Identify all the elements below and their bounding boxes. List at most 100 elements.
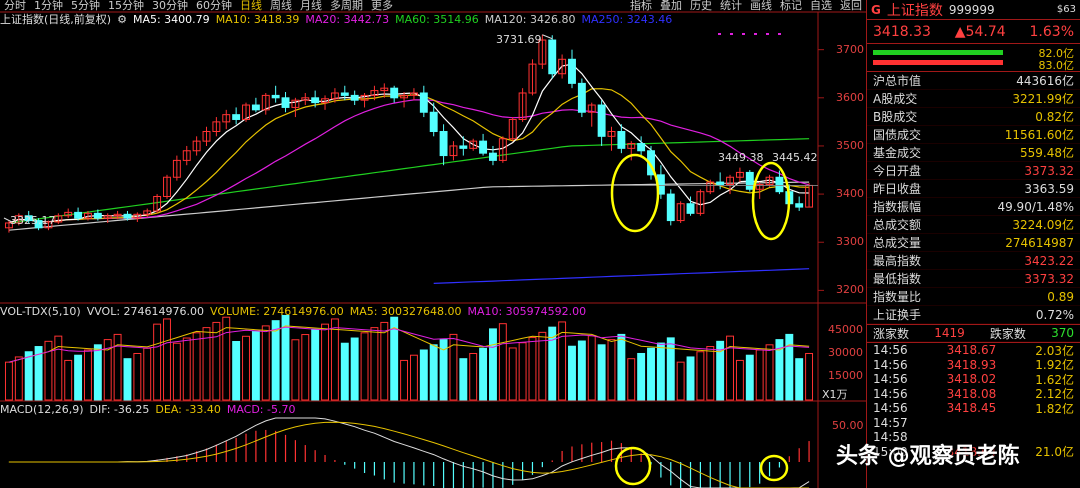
period-tab[interactable]: 日线: [240, 0, 262, 12]
period-tab[interactable]: 15分钟: [108, 0, 144, 12]
settings-icon[interactable]: ⚙: [117, 13, 127, 26]
toolbar-action[interactable]: 画线: [750, 0, 772, 12]
main-legend-title: 上证指数(日线,前复权): [0, 13, 112, 26]
period-tab[interactable]: 周线: [270, 0, 292, 12]
tick-time: 15:00: [873, 444, 908, 459]
ma10-line: [8, 88, 810, 224]
volume-bar: [449, 333, 458, 401]
candle-body: [93, 212, 102, 219]
ma250-line: [433, 268, 810, 284]
tick-time: 14:56: [873, 372, 908, 387]
vol-ma10-label: MA10: 305974592.00: [467, 305, 587, 318]
stat-row: 上证换手 0.72%: [867, 306, 1080, 324]
candle-body: [251, 104, 260, 111]
ma60-line: [8, 138, 810, 224]
candle-body: [330, 92, 339, 100]
volume-bar: [637, 352, 646, 401]
volume-bar: [242, 335, 250, 401]
volume-bar: [429, 344, 438, 401]
volume-bar: [647, 347, 655, 401]
buy-sell-bars: 82.0亿 83.0亿: [867, 44, 1080, 72]
candle-body: [261, 94, 270, 111]
candle-body: [103, 215, 112, 219]
candlestick-chart[interactable]: [0, 0, 866, 488]
candle-body: [281, 97, 290, 108]
period-tab[interactable]: 1分钟: [34, 0, 63, 12]
candle-body: [706, 181, 715, 193]
candle-body: [153, 195, 162, 212]
candle-body: [617, 131, 626, 149]
ma20-line: [8, 99, 810, 224]
candle-body: [113, 213, 122, 217]
mid-annotation-1: 3449.38: [718, 151, 764, 164]
candle-body: [558, 58, 567, 75]
period-tab[interactable]: 月线: [300, 0, 322, 12]
volume-bar: [34, 346, 43, 401]
period-tab[interactable]: 分时: [4, 0, 26, 12]
period-tab[interactable]: 30分钟: [152, 0, 188, 12]
stat-row: 沪总市值 443616亿: [867, 72, 1080, 90]
ma120-label: MA120: 3426.80: [484, 13, 576, 26]
stat-label: 指数量比: [873, 290, 922, 304]
volume-tick: 30000: [828, 346, 863, 359]
period-tab[interactable]: 60分钟: [196, 0, 232, 12]
volume-bar: [577, 340, 586, 401]
tick-list[interactable]: 14:56 3418.67 2.03亿 14:56 3418.93 1.92亿 14:56 3…: [867, 342, 1080, 459]
volume-bar: [54, 335, 63, 401]
toolbar-action[interactable]: 统计: [720, 0, 742, 12]
candle-body: [607, 131, 616, 137]
candle-body: [429, 111, 438, 133]
period-tab[interactable]: 5分钟: [71, 0, 100, 12]
candle-body: [538, 39, 547, 65]
price-tick: 3400: [836, 187, 864, 201]
volume-bar: [133, 352, 142, 401]
volume-tick: 15000: [828, 369, 863, 382]
volume-bar: [390, 316, 399, 401]
stat-value: 274614987: [1005, 235, 1074, 250]
toolbar-action[interactable]: 自选: [810, 0, 832, 12]
tick-pct: 1.62亿: [1035, 372, 1074, 387]
candle-body: [765, 176, 774, 185]
period-tab[interactable]: 更多: [371, 0, 393, 12]
toolbar-action[interactable]: 标记: [780, 0, 802, 12]
candle-body: [587, 104, 596, 113]
tick-row: 15:00 3418.64 21.0亿: [867, 445, 1080, 460]
vol-ma5-line: [8, 325, 810, 363]
toolbar-action[interactable]: 历史: [690, 0, 712, 12]
tick-pct: 2.03亿: [1035, 343, 1074, 358]
volume-bar: [627, 358, 636, 401]
stat-row: 最高指数 3423.22: [867, 252, 1080, 270]
toolbar-action[interactable]: 叠加: [660, 0, 682, 12]
candle-body: [172, 159, 181, 178]
volume-bar: [172, 342, 181, 401]
tick-pct: 2.12亿: [1035, 387, 1074, 402]
candle-body: [479, 140, 488, 154]
volume-bar: [182, 337, 191, 401]
volume-bar: [558, 321, 567, 401]
vol-ma10-line: [8, 326, 810, 363]
price-tick: 3200: [836, 283, 864, 297]
period-tab[interactable]: 多周期: [330, 0, 363, 12]
volume-bar: [360, 332, 369, 401]
toolbar-action[interactable]: 指标: [630, 0, 652, 12]
candle-body: [745, 171, 754, 190]
stat-value: 443616亿: [1016, 74, 1074, 88]
stat-label: 总成交量: [873, 236, 922, 250]
stat-row: 指数量比 0.89: [867, 288, 1080, 306]
volume-bar: [765, 344, 774, 401]
candle-body: [498, 138, 507, 161]
candle-body: [4, 222, 13, 229]
volume-bar: [607, 339, 616, 401]
index-name: 上证指数: [886, 2, 943, 19]
toolbar-action[interactable]: 返回: [840, 0, 862, 12]
dif-line: [8, 417, 810, 488]
stat-value: 0.89: [1047, 289, 1074, 304]
candle-body: [321, 98, 329, 104]
volume-bar: [755, 349, 764, 401]
tick-row: 14:58: [867, 430, 1080, 445]
volume-bar: [143, 347, 152, 401]
candle-body: [419, 92, 428, 113]
volume-bar: [568, 345, 576, 401]
candle-body: [24, 215, 33, 222]
